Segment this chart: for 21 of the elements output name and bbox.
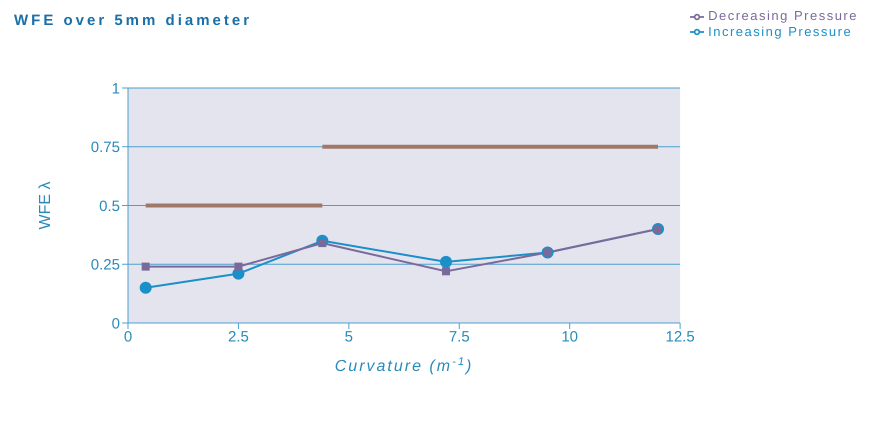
y-tick-label: 0.5 [99,198,120,215]
x-tick-label: 2.5 [228,328,249,346]
x-tick-label: 12.5 [666,328,695,346]
point [140,282,152,294]
y-axis-title: WFE λ [37,182,54,230]
y-tick-label: 0.25 [90,256,120,274]
y-tick-label: 1 [112,80,120,98]
point [234,262,242,271]
y-tick-label: 0 [112,315,120,332]
point [142,262,150,271]
y-tick-label: 0.75 [90,139,120,156]
point [442,267,450,276]
legend-label: Increasing Pressure [708,24,852,39]
chart-title: WFE over 5mm diameter [14,12,252,29]
point [440,256,452,268]
x-tick-label: 0 [124,328,132,346]
legend-label: Decreasing Pressure [708,8,858,23]
x-axis-title: Curvature (m$^{-1}$) [334,356,474,375]
x-tick-label: 5 [344,328,354,346]
x-tick-label: 10 [561,328,578,346]
x-tick-label: 7.5 [448,328,470,346]
